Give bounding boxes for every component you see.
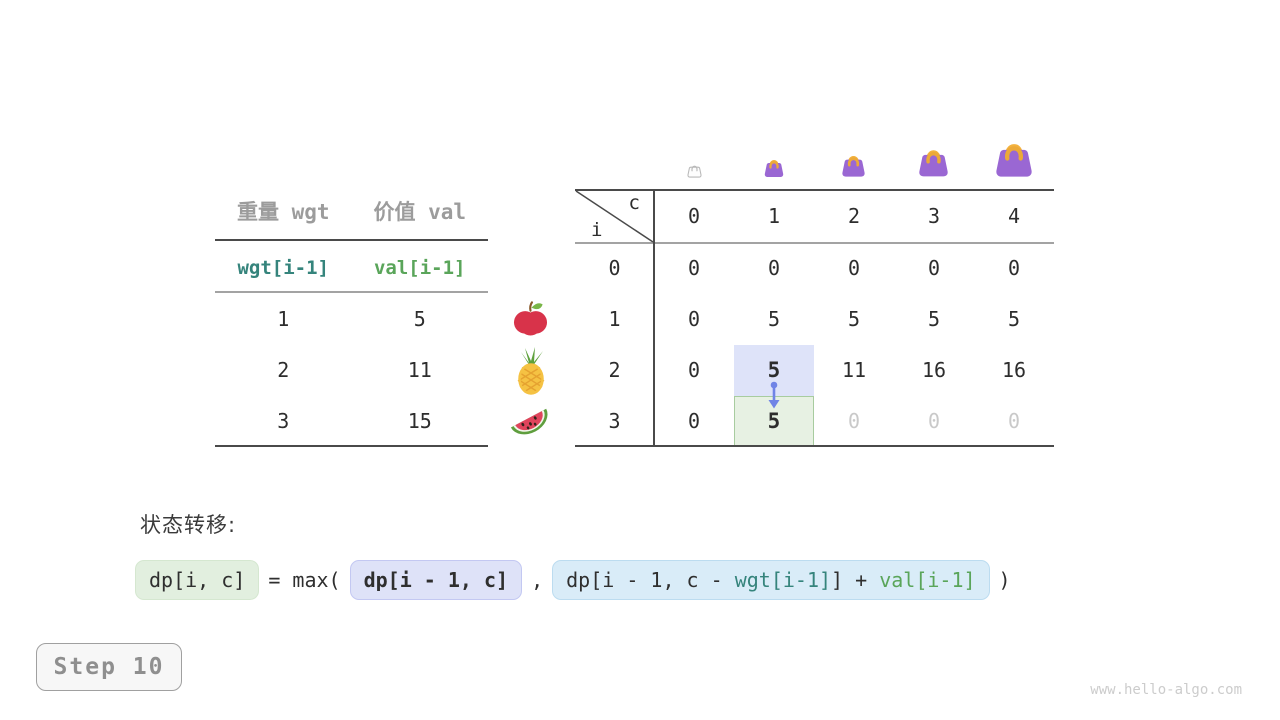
dp-cell-1-0: 0 <box>687 307 701 331</box>
dp-cell-1-4: 5 <box>1007 307 1021 331</box>
item-row-3: 3 15 <box>215 396 488 447</box>
item-1-weight: 1 <box>277 307 290 331</box>
dp-row-3: 0 5 0 0 0 <box>654 396 1054 447</box>
dp-row-header-1: 1 <box>608 307 621 331</box>
formula-option2-wgt: wgt[i-1] <box>734 568 832 592</box>
step-badge-label: Step 10 <box>53 654 165 680</box>
handbag-icon-capacity-3 <box>915 144 952 182</box>
formula-option2-prefix: dp[i - 1, c - <box>566 568 735 592</box>
handbag-icon-capacity-0 <box>686 162 703 182</box>
dp-table-corner-cell: c i <box>575 190 654 243</box>
dp-cell-2-3: 16 <box>921 358 947 382</box>
item-2-value: 11 <box>407 358 432 382</box>
corner-capacity-label: c <box>628 192 640 214</box>
item-1-value: 5 <box>413 307 426 331</box>
dp-row-header-0: 0 <box>608 256 621 280</box>
dp-row-header-2: 2 <box>608 358 621 382</box>
formula-option2-val: val[i-1] <box>879 568 976 592</box>
dp-cell-3-3: 0 <box>927 409 941 433</box>
state-transition-label: 状态转移: <box>140 513 237 537</box>
dp-cell-3-4: 0 <box>1007 409 1021 433</box>
dp-cell-2-1-source: 5 <box>767 358 781 382</box>
dp-table-header-rule <box>575 242 1054 244</box>
dp-cell-0-3: 0 <box>927 256 941 280</box>
formula-option1-box: dp[i - 1, c] <box>349 560 523 600</box>
formula-result-box: dp[i, c] <box>135 560 260 600</box>
dp-cell-2-2: 11 <box>841 358 867 382</box>
formula-option2-box: dp[i - 1, c - wgt[i-1]] + val[i-1] <box>552 560 990 600</box>
item-table-rule-top <box>215 239 488 241</box>
dp-row-2: 0 5 11 16 16 <box>654 345 1054 396</box>
dp-row-0: 0 0 0 0 0 <box>654 243 1054 294</box>
dp-col-header-0: 0 <box>687 204 701 228</box>
val-index-label: val[i-1] <box>373 257 466 279</box>
dp-col-header-2: 2 <box>847 204 861 228</box>
item-2-weight: 2 <box>277 358 290 382</box>
handbag-icon-capacity-1 <box>762 156 786 182</box>
pineapple-icon <box>511 346 551 400</box>
dp-cell-3-0: 0 <box>687 409 701 433</box>
transition-arrow-icon <box>766 381 782 413</box>
dp-cell-2-4: 16 <box>1001 358 1027 382</box>
dp-table-vertical-rule <box>653 189 655 447</box>
value-column-header: 价值 val <box>373 200 467 224</box>
step-badge: Step 10 <box>36 643 182 691</box>
item-row-1: 1 5 <box>215 294 488 345</box>
dp-cell-3-2: 0 <box>847 409 861 433</box>
corner-item-label: i <box>591 219 603 241</box>
item-table-header: 重量 wgt 价值 val <box>215 192 488 232</box>
item-3-value: 15 <box>407 409 432 433</box>
dp-table-bottom-border <box>575 445 1054 447</box>
dp-cell-1-2: 5 <box>847 307 861 331</box>
dp-table-body: 0 0 0 0 0 0 5 5 5 5 0 5 11 16 16 0 5 0 0… <box>654 243 1054 446</box>
item-table-rule-bottom <box>215 445 488 447</box>
formula-operator: = max( <box>268 568 341 592</box>
item-table-rule-mid <box>215 291 488 293</box>
watermark-text: www.hello-algo.com <box>1090 682 1242 698</box>
dp-cell-1-1: 5 <box>767 307 781 331</box>
dp-cell-0-2: 0 <box>847 256 861 280</box>
item-table-index-row: wgt[i-1] val[i-1] <box>215 248 488 288</box>
dp-col-header-3: 3 <box>927 204 941 228</box>
dp-cell-3-1-target: 5 <box>767 409 781 433</box>
formula-separator: , <box>531 568 544 592</box>
dp-cell-0-4: 0 <box>1007 256 1021 280</box>
dp-cell-2-0: 0 <box>687 358 701 382</box>
dp-table-top-border <box>575 189 1054 191</box>
state-transition-formula: dp[i, c] = max( dp[i - 1, c] , dp[i - 1,… <box>135 560 1011 600</box>
weight-column-header: 重量 wgt <box>236 200 330 224</box>
watermelon-icon <box>506 401 552 447</box>
dp-row-header-3: 3 <box>608 409 621 433</box>
item-row-2: 2 11 <box>215 345 488 396</box>
dp-cell-0-0: 0 <box>687 256 701 280</box>
corner-diagonal-line <box>575 190 654 243</box>
formula-close-paren: ) <box>998 568 1011 592</box>
wgt-index-label: wgt[i-1] <box>237 257 329 279</box>
dp-cell-0-1: 0 <box>767 256 781 280</box>
handbag-icon-capacity-4 <box>991 136 1037 183</box>
dp-col-header-1: 1 <box>767 204 781 228</box>
dp-column-headers: 0 1 2 3 4 <box>654 190 1054 243</box>
apple-icon <box>513 299 548 340</box>
dp-col-header-4: 4 <box>1007 204 1021 228</box>
dp-cell-1-3: 5 <box>927 307 941 331</box>
item-3-weight: 3 <box>277 409 290 433</box>
dp-row-1: 0 5 5 5 5 <box>654 294 1054 345</box>
handbag-icon-capacity-2 <box>839 151 868 182</box>
formula-option2-mid: ] + <box>831 568 880 592</box>
dp-row-headers: 0 1 2 3 <box>575 243 654 447</box>
